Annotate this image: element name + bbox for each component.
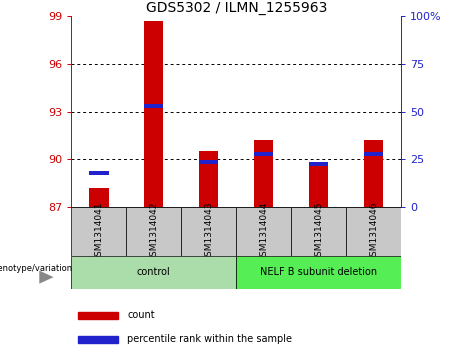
Bar [89,188,108,207]
Bar [309,163,328,207]
Bar [346,207,401,256]
Title: GDS5302 / ILMN_1255963: GDS5302 / ILMN_1255963 [146,1,327,15]
Text: GSM1314046: GSM1314046 [369,201,378,262]
Bar [199,160,219,164]
Bar [181,207,236,256]
Bar [71,207,126,256]
Bar [364,140,383,207]
Bar [78,311,118,319]
Text: GSM1314041: GSM1314041 [95,201,103,262]
Bar [89,171,108,175]
Polygon shape [39,271,53,284]
Bar [78,336,118,343]
Bar [364,152,383,156]
Text: control: control [137,267,171,277]
Bar [126,207,181,256]
Bar [236,207,291,256]
Text: genotype/variation: genotype/variation [0,264,72,273]
Bar [144,105,164,109]
Bar [291,207,346,256]
Bar [71,256,236,289]
Text: GSM1314044: GSM1314044 [259,201,268,262]
Bar [254,140,273,207]
Bar [199,151,219,207]
Text: GSM1314045: GSM1314045 [314,201,323,262]
Bar [144,21,164,207]
Text: NELF B subunit deletion: NELF B subunit deletion [260,267,377,277]
Text: GSM1314043: GSM1314043 [204,201,213,262]
Bar [236,256,401,289]
Text: percentile rank within the sample: percentile rank within the sample [128,334,292,344]
Bar [254,152,273,156]
Bar [309,162,328,166]
Text: count: count [128,310,155,320]
Text: GSM1314042: GSM1314042 [149,201,159,262]
